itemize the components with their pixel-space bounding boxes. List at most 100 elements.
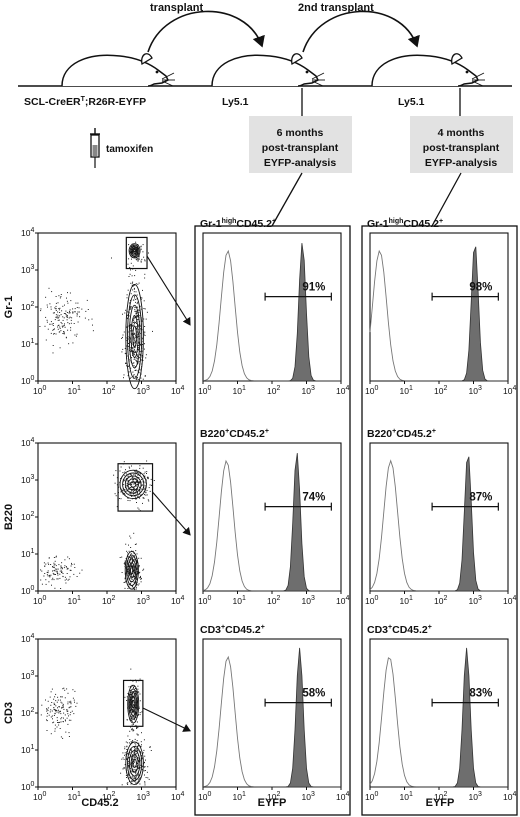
histograms: 91% Gr-1highCD45.2+ 100 101 102 103 104 74% B220… <box>198 218 516 802</box>
contour-line <box>130 481 137 488</box>
y-tick-label: 102 <box>21 301 34 312</box>
x-tick-label: 103 <box>302 791 315 802</box>
contour-line <box>131 699 135 709</box>
analysis-box-6-months <box>249 116 352 173</box>
mouse-icon <box>211 53 325 87</box>
x-tick-label: 103 <box>302 595 315 606</box>
histogram-1-3: 58% CD3+CD45.2+ 100 101 102 103 104 <box>198 624 349 802</box>
contour-line <box>127 684 140 724</box>
x-tick-label: 100 <box>33 385 46 396</box>
contour-line <box>132 325 137 348</box>
x-tick-label: 104 <box>503 385 516 396</box>
contour-line <box>128 243 141 259</box>
y-tick-label: 101 <box>21 548 34 559</box>
histogram-title: Gr-1highCD45.2+ <box>200 218 276 230</box>
x-tick-label: 103 <box>137 595 150 606</box>
analysis-box-4-months-line3: EYFP-analysis <box>425 157 498 169</box>
histogram-title: CD3+CD45.2+ <box>200 624 265 636</box>
gate-box <box>125 236 148 270</box>
mouse-icon <box>61 53 175 87</box>
x-tick-label: 104 <box>171 385 184 396</box>
secondary-recipient-label: Ly5.1 <box>398 96 425 108</box>
contour-line <box>132 758 137 769</box>
gate-arrow <box>146 255 191 326</box>
dotplot-y-axis-label: B220 <box>3 504 15 530</box>
contour-line <box>130 246 139 256</box>
y-tick-label: 103 <box>21 264 34 275</box>
contour-line <box>129 244 140 257</box>
contour-line <box>128 750 141 777</box>
contour-line <box>127 478 139 491</box>
histogram-1-1: 91% Gr-1highCD45.2+ 100 101 102 103 104 <box>198 218 349 396</box>
x-tick-label: 103 <box>469 791 482 802</box>
histogram-frame <box>369 232 509 382</box>
x-tick-label: 102 <box>102 595 115 606</box>
syringe-icon <box>90 128 100 168</box>
analysis-box-6-months-line1: 6 months <box>277 127 324 139</box>
percent-positive: 98% <box>469 282 492 294</box>
contour-line <box>127 558 137 583</box>
second-transplant-arrow <box>302 10 420 53</box>
percent-positive: 58% <box>302 688 325 700</box>
eyfp-histogram <box>370 647 508 788</box>
contour-line <box>124 550 139 590</box>
y-tick-label: 100 <box>21 375 34 386</box>
histogram-frame <box>369 442 509 592</box>
histogram-frame <box>202 442 342 592</box>
gate-arrow <box>152 491 191 536</box>
dotplot-y-axis-label: Gr-1 <box>3 296 15 319</box>
x-tick-label: 103 <box>137 385 150 396</box>
x-tick-label: 102 <box>102 385 115 396</box>
contour-line <box>130 566 134 575</box>
x-tick-label: 104 <box>336 385 349 396</box>
analysis-box-6-months-line3: EYFP-analysis <box>264 157 337 169</box>
x-tick-label: 100 <box>198 791 211 802</box>
x-tick-label: 103 <box>137 791 150 802</box>
mouse-icon <box>371 53 485 87</box>
x-tick-label: 100 <box>198 385 211 396</box>
histogram-frame <box>202 232 342 382</box>
x-tick-label: 101 <box>233 385 246 396</box>
eyfp-histogram <box>203 453 341 592</box>
x-tick-label: 103 <box>469 385 482 396</box>
x-tick-label: 101 <box>400 595 413 606</box>
donor-mouse-label: SCL-CreERT;R26R-EYFP <box>24 96 146 108</box>
x-tick-label: 104 <box>503 791 516 802</box>
x-tick-label: 102 <box>434 595 447 606</box>
x-tick-label: 102 <box>434 791 447 802</box>
second-transplant-label: 2nd transplant <box>298 2 374 14</box>
eyfp-histogram <box>370 246 508 382</box>
x-tick-label: 101 <box>400 385 413 396</box>
transplant-arrow <box>147 10 265 53</box>
x-tick-label: 100 <box>198 595 211 606</box>
histogram-column-frame-1 <box>194 225 351 816</box>
y-tick-label: 101 <box>21 744 34 755</box>
percent-positive: 87% <box>469 492 492 504</box>
transplant-label: transplant <box>150 2 204 14</box>
y-tick-label: 100 <box>21 781 34 792</box>
y-tick-label: 103 <box>21 474 34 485</box>
y-tick-label: 102 <box>21 707 34 718</box>
x-tick-label: 101 <box>68 385 81 396</box>
gate-box <box>117 463 154 512</box>
x-tick-label: 101 <box>68 791 81 802</box>
x-tick-label: 100 <box>365 595 378 606</box>
contour-line <box>128 688 139 720</box>
contour-line <box>129 692 137 716</box>
analysis-box-4-months-line2: post-transplant <box>423 142 500 154</box>
x-tick-label: 101 <box>233 595 246 606</box>
histogram-title: B220+CD45.2+ <box>200 428 269 440</box>
x-tick-label: 101 <box>400 791 413 802</box>
histogram-frame <box>369 638 509 788</box>
x-tick-label: 104 <box>171 595 184 606</box>
eyfp-histogram <box>370 456 508 592</box>
contour-line <box>127 745 143 781</box>
x-tick-label: 100 <box>33 791 46 802</box>
x-tick-label: 104 <box>336 791 349 802</box>
x-tick-label: 102 <box>267 385 280 396</box>
dotplot-frame <box>37 442 177 592</box>
percent-positive: 74% <box>302 492 325 504</box>
